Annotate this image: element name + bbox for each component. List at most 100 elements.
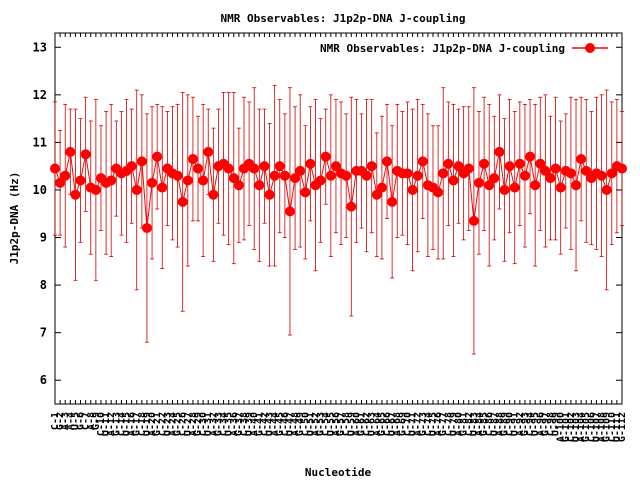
- x-tick-label: A-20: [147, 412, 158, 436]
- x-tick-label: A-40: [249, 412, 260, 436]
- x-tick-label: C-10: [96, 412, 107, 436]
- data-point: [300, 187, 311, 198]
- y-tick-label: 10: [33, 183, 47, 197]
- x-tick-label: U-51: [305, 412, 316, 436]
- x-tick-label: U-35: [224, 412, 235, 436]
- y-tick-label: 7: [40, 326, 47, 340]
- data-point: [126, 161, 137, 172]
- data-point: [438, 168, 449, 179]
- x-tick-label: C-70: [402, 412, 413, 436]
- x-tick-label: C-54: [321, 412, 332, 436]
- x-tick-label: A-16: [127, 412, 138, 436]
- x-tick-label: C-82: [464, 412, 475, 436]
- data-point: [80, 149, 91, 160]
- data-point: [131, 184, 142, 195]
- data-point: [136, 156, 147, 167]
- data-point: [295, 165, 306, 176]
- x-tick-label: A-96: [535, 412, 546, 436]
- chart-title: NMR Observables: J1p2p-DNA J-coupling: [220, 12, 465, 25]
- x-axis-label: Nucleotide: [305, 466, 372, 479]
- data-point: [315, 175, 326, 186]
- data-point: [525, 151, 536, 162]
- x-tick-label: C-18: [137, 412, 148, 436]
- x-tick-label: A-28: [188, 412, 199, 436]
- x-tick-label: U-27: [183, 412, 194, 436]
- x-tick-label: G-65: [377, 412, 388, 436]
- data-point: [489, 173, 500, 184]
- y-tick-label: 11: [33, 135, 47, 149]
- x-tick-label: A-3: [60, 412, 71, 430]
- data-point: [576, 154, 587, 165]
- data-point: [509, 182, 520, 193]
- data-point: [565, 168, 576, 179]
- x-tick-label: G-49: [295, 412, 306, 436]
- data-point: [187, 154, 198, 165]
- data-point: [55, 177, 66, 188]
- x-tick-label: C-102: [566, 412, 577, 442]
- x-tick-label: U-111: [612, 412, 623, 442]
- x-tick-label: G-53: [316, 412, 327, 436]
- data-point: [147, 177, 158, 188]
- y-tick-label: 9: [40, 231, 47, 245]
- data-point: [305, 158, 316, 169]
- x-tick-label: C-110: [607, 412, 618, 442]
- data-point: [320, 151, 331, 162]
- legend-marker: [585, 43, 595, 53]
- x-tick-label: U-91: [510, 412, 521, 436]
- data-point: [325, 170, 336, 181]
- data-point: [606, 168, 617, 179]
- data-points: [50, 146, 627, 234]
- data-point: [228, 173, 239, 184]
- x-tick-label: C-94: [525, 412, 536, 436]
- x-tick-label: A-48: [290, 412, 301, 436]
- x-tick-label: A-84: [474, 412, 485, 436]
- x-tick-label: C-14: [116, 412, 127, 436]
- data-point: [172, 170, 183, 181]
- x-tick-label: A-44: [270, 412, 281, 436]
- x-tick-label: G-57: [336, 412, 347, 436]
- data-point: [433, 187, 444, 198]
- data-point: [193, 163, 204, 174]
- x-tick-label: A-68: [392, 412, 403, 436]
- data-point: [453, 161, 464, 172]
- x-tick-label: U-19: [142, 412, 153, 436]
- data-point: [274, 161, 285, 172]
- x-tick-label: U-39: [244, 412, 255, 436]
- x-tick-label: U-107: [591, 412, 602, 442]
- legend: NMR Observables: J1p2p-DNA J-coupling: [320, 42, 608, 55]
- data-point: [555, 182, 566, 193]
- x-tick-label: U-23: [162, 412, 173, 436]
- x-tick-label: A-36: [229, 412, 240, 436]
- data-point: [571, 180, 582, 191]
- data-point: [479, 158, 490, 169]
- data-point: [417, 156, 428, 167]
- x-tick-label: G-13: [111, 412, 122, 436]
- data-point: [545, 173, 556, 184]
- data-point: [494, 146, 505, 157]
- x-tick-label: G-21: [152, 412, 163, 436]
- data-point: [473, 177, 484, 188]
- x-tick-label: A-12: [106, 412, 117, 436]
- y-tick-label: 8: [40, 278, 47, 292]
- data-point: [443, 158, 454, 169]
- x-tick-label: G-112: [617, 412, 628, 442]
- x-tick-label: G-69: [397, 412, 408, 436]
- data-point: [463, 163, 474, 174]
- x-tick-label: U-5: [70, 412, 81, 430]
- x-tick-label: U-15: [122, 412, 133, 436]
- x-tick-label: A-88: [494, 412, 505, 436]
- data-point: [371, 189, 382, 200]
- data-point: [601, 184, 612, 195]
- x-tick-label: G-93: [520, 412, 531, 436]
- x-tick-label: A-92: [515, 412, 526, 436]
- x-tick-label: G-6: [76, 412, 87, 430]
- data-point: [152, 151, 163, 162]
- data-point: [284, 206, 295, 217]
- data-point: [484, 180, 495, 191]
- x-tick-label: C-50: [300, 412, 311, 436]
- x-tick-label: G-45: [275, 412, 286, 436]
- data-point: [346, 201, 357, 212]
- data-point: [70, 189, 81, 200]
- x-tick-label: G-9: [91, 412, 102, 430]
